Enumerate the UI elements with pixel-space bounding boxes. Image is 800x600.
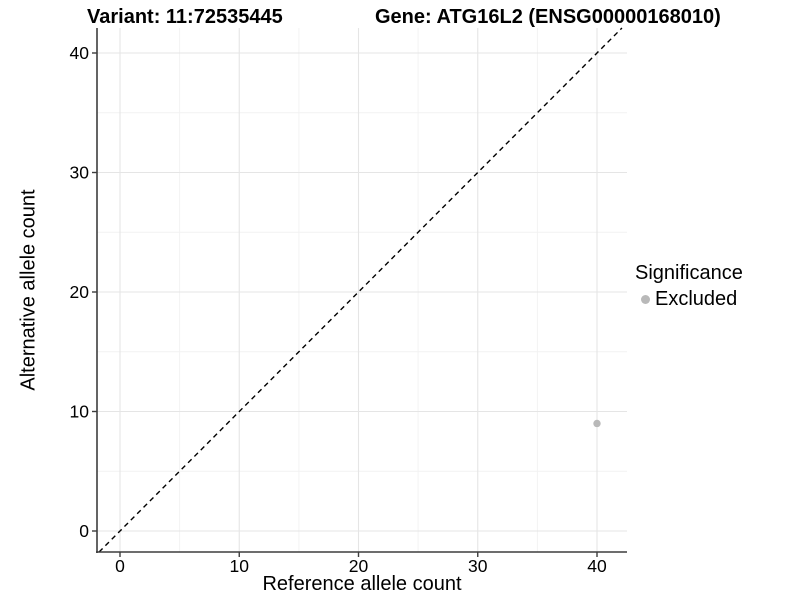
x-tick-label: 10 — [230, 556, 250, 576]
legend-item-excluded: Excluded — [635, 288, 743, 310]
y-tick-label: 30 — [70, 163, 90, 183]
identity-line — [98, 27, 623, 553]
x-tick-label: 20 — [349, 556, 369, 576]
legend-title: Significance — [635, 262, 743, 284]
legend-key-dot-icon — [641, 294, 650, 304]
data-point — [593, 419, 601, 428]
y-tick-label: 40 — [70, 43, 90, 63]
plot-title-gene: Gene: ATG16L2 (ENSG00000168010) — [375, 6, 721, 28]
x-tick-label: 0 — [115, 556, 125, 576]
y-tick-label: 0 — [79, 521, 89, 541]
legend: Significance Excluded — [635, 261, 743, 310]
legend-item-label: Excluded — [655, 288, 738, 310]
x-axis-title: Reference allele count — [262, 573, 462, 595]
x-tick-label: 30 — [468, 556, 488, 576]
y-tick-label: 10 — [70, 402, 90, 422]
y-tick-label: 20 — [70, 282, 90, 302]
plot-title-variant: Variant: 11:72535445 — [87, 6, 283, 28]
x-tick-label: 40 — [587, 556, 607, 576]
y-axis-title: Alternative allele count — [17, 189, 40, 391]
